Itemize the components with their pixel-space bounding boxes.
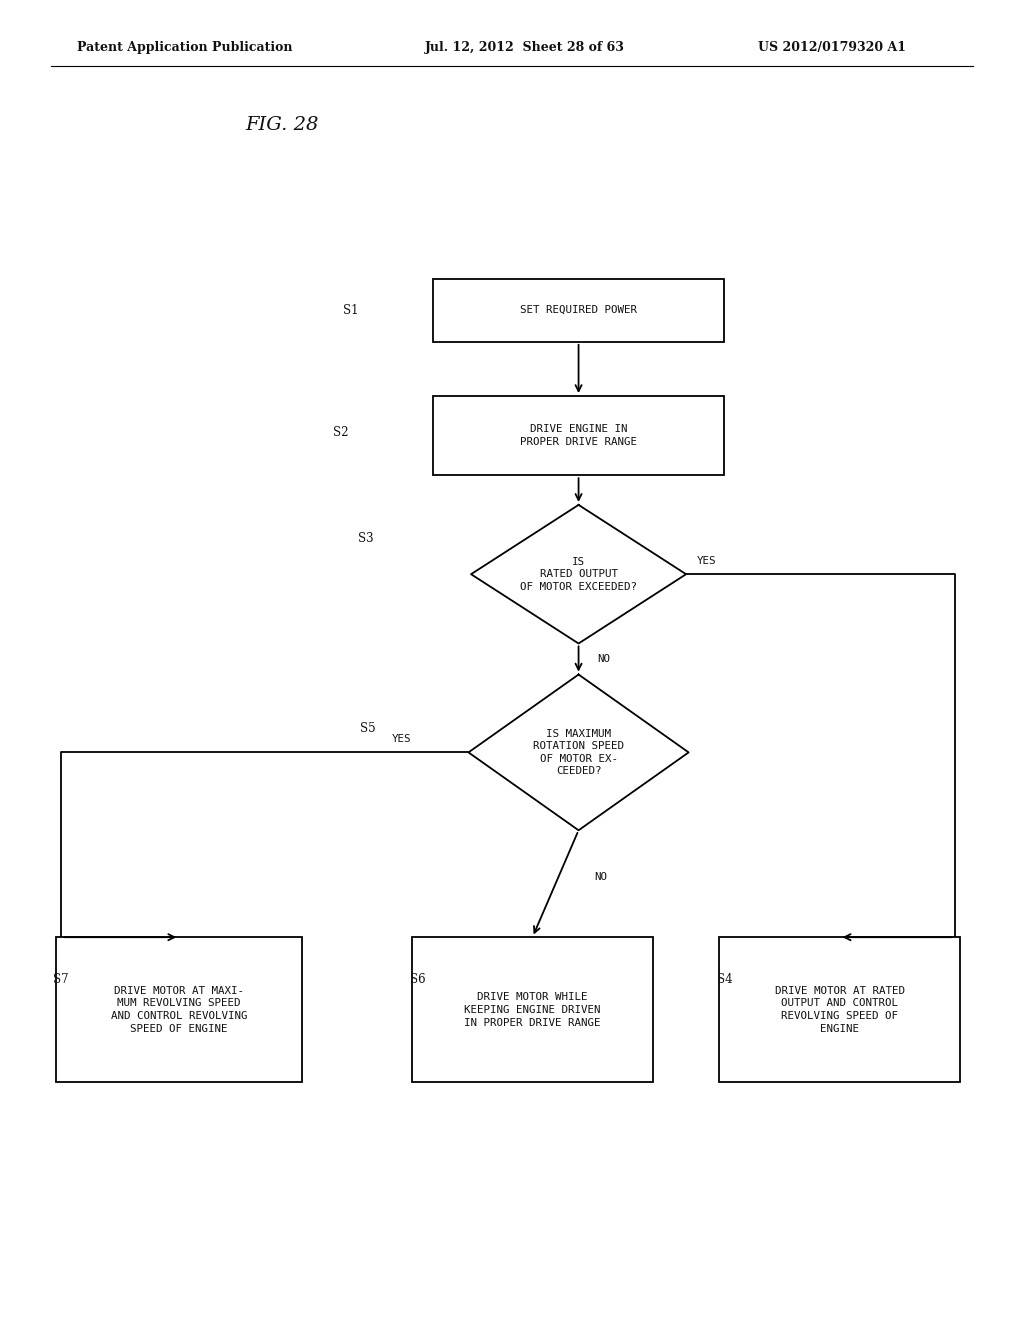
Bar: [412, 937, 653, 1082]
Bar: [432, 279, 725, 342]
Bar: [432, 396, 725, 475]
Text: DRIVE MOTOR AT MAXI-
MUM REVOLVING SPEED
AND CONTROL REVOLVING
SPEED OF ENGINE: DRIVE MOTOR AT MAXI- MUM REVOLVING SPEED…: [111, 986, 248, 1034]
Text: Patent Application Publication: Patent Application Publication: [77, 41, 292, 54]
Text: S4: S4: [717, 973, 732, 986]
Text: SET REQUIRED POWER: SET REQUIRED POWER: [520, 305, 637, 315]
Bar: [719, 937, 959, 1082]
Text: DRIVE ENGINE IN
PROPER DRIVE RANGE: DRIVE ENGINE IN PROPER DRIVE RANGE: [520, 424, 637, 447]
Text: IS
RATED OUTPUT
OF MOTOR EXCEEDED?: IS RATED OUTPUT OF MOTOR EXCEEDED?: [520, 557, 637, 591]
Text: YES: YES: [696, 556, 716, 566]
Text: IS MAXIMUM
ROTATION SPEED
OF MOTOR EX-
CEEDED?: IS MAXIMUM ROTATION SPEED OF MOTOR EX- C…: [534, 729, 624, 776]
Text: DRIVE MOTOR AT RATED
OUTPUT AND CONTROL
REVOLVING SPEED OF
ENGINE: DRIVE MOTOR AT RATED OUTPUT AND CONTROL …: [775, 986, 904, 1034]
Text: YES: YES: [391, 734, 412, 744]
Text: NO: NO: [594, 873, 607, 882]
Text: S5: S5: [360, 722, 376, 735]
Text: S3: S3: [358, 532, 374, 545]
Text: S6: S6: [410, 973, 425, 986]
Bar: [56, 937, 302, 1082]
Text: FIG. 28: FIG. 28: [246, 116, 319, 135]
Text: Jul. 12, 2012  Sheet 28 of 63: Jul. 12, 2012 Sheet 28 of 63: [425, 41, 625, 54]
Text: NO: NO: [597, 653, 610, 664]
Text: S7: S7: [53, 973, 69, 986]
Text: S1: S1: [343, 304, 358, 317]
Text: S2: S2: [333, 426, 348, 440]
Polygon shape: [468, 675, 688, 830]
Text: DRIVE MOTOR WHILE
KEEPING ENGINE DRIVEN
IN PROPER DRIVE RANGE: DRIVE MOTOR WHILE KEEPING ENGINE DRIVEN …: [464, 993, 601, 1027]
Text: US 2012/0179320 A1: US 2012/0179320 A1: [758, 41, 906, 54]
Polygon shape: [471, 506, 686, 644]
